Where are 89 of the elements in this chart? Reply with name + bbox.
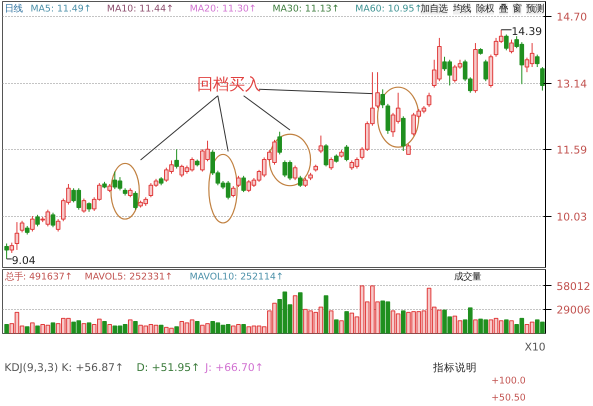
bar: [86, 322, 92, 334]
candlestick: [236, 175, 241, 188]
annotation: 9.04: [12, 254, 36, 267]
bar: [292, 295, 298, 334]
annotation: 除权: [476, 4, 494, 14]
annotation: 叠: [499, 4, 508, 14]
candlestick: [406, 144, 411, 155]
candlestick: [324, 144, 328, 167]
bar: [509, 320, 514, 334]
candlestick: [298, 175, 303, 188]
candlestick: [509, 39, 514, 54]
candlestick: [483, 59, 488, 82]
annotation: 预测: [526, 4, 544, 14]
candlestick: [241, 175, 246, 193]
annotation: MA20: 11.30↑: [190, 4, 257, 14]
bar: [339, 320, 344, 334]
bar: [504, 319, 509, 334]
bar: [107, 324, 112, 334]
text: +50.50: [491, 392, 526, 404]
candlestick: [534, 54, 540, 68]
text: D: +51.95↑: [136, 360, 200, 374]
candlestick: [30, 216, 35, 232]
candlestick: [133, 190, 138, 210]
y-tick-label: 14.70: [556, 10, 588, 24]
bar: [473, 319, 478, 334]
candlestick: [426, 92, 432, 108]
candlestick: [375, 72, 380, 109]
candlestick: [231, 186, 236, 198]
annotation: 均线: [452, 4, 471, 14]
bar: [82, 323, 86, 334]
annotation: 日线: [4, 4, 22, 14]
bar: [35, 325, 40, 334]
annotation: 窗: [512, 4, 522, 14]
candlestick: [82, 198, 86, 214]
text: J: +66.70↑: [204, 360, 264, 374]
text: 指标说明: [432, 360, 477, 374]
candlestick: [50, 212, 56, 228]
candlestick: [14, 222, 20, 250]
candlestick: [344, 144, 349, 162]
text: X10: [524, 340, 546, 354]
y-tick-label: 58012: [556, 280, 590, 293]
candlestick: [380, 88, 386, 109]
candlestick: [4, 243, 9, 260]
bar: [4, 324, 9, 334]
candlestick: [20, 220, 24, 233]
bar: [328, 310, 334, 334]
annotation: MA5: 11.49↑: [30, 4, 92, 14]
candlestick: [86, 202, 92, 212]
bar: [50, 322, 56, 334]
y-tick-label: 13.14: [556, 77, 588, 90]
candlestick: [540, 66, 545, 92]
y-tick-label: 11.59: [556, 144, 588, 157]
annotation: MA60: 10.95↑: [355, 4, 422, 14]
y-tick-label: 10.03: [556, 210, 588, 224]
text: KDJ(9,3,3) K: +56.87↑: [4, 360, 124, 374]
bar: [298, 292, 303, 334]
annotation: MA30: 11.13↑: [272, 4, 340, 14]
candlestick: [56, 218, 60, 232]
bar: [128, 319, 133, 334]
annotation: 成交量: [454, 272, 481, 282]
annotation: 14.39: [512, 24, 542, 38]
annotation: 总手: 491637↑: [4, 272, 73, 282]
candlestick: [504, 34, 509, 51]
candlestick: [277, 131, 282, 155]
annotation: 加自选: [420, 4, 448, 14]
candlestick: [318, 135, 324, 154]
bar: [24, 326, 30, 334]
text: +100.0: [491, 376, 526, 387]
bar: [241, 324, 246, 334]
bar: [102, 320, 107, 334]
annotation: MAVOL5: 252331↑: [84, 272, 173, 282]
bar: [334, 319, 339, 334]
annotation: 回档买入: [197, 74, 262, 94]
candlestick: [292, 165, 298, 181]
bar: [174, 326, 179, 334]
candlestick: [174, 148, 179, 170]
bar: [324, 295, 328, 334]
y-tick-label: 29006: [556, 304, 591, 317]
bar: [401, 310, 406, 334]
bar: [344, 311, 349, 334]
candlestick: [328, 156, 334, 170]
bar: [194, 320, 200, 334]
candlestick: [9, 242, 14, 254]
bar: [158, 324, 164, 334]
annotation: MA10: 11.44↑: [106, 4, 174, 14]
bar: [30, 322, 35, 334]
candlestick: [35, 214, 40, 227]
annotation: MAVOL10: 252114↑: [190, 272, 284, 282]
bar: [133, 320, 138, 334]
